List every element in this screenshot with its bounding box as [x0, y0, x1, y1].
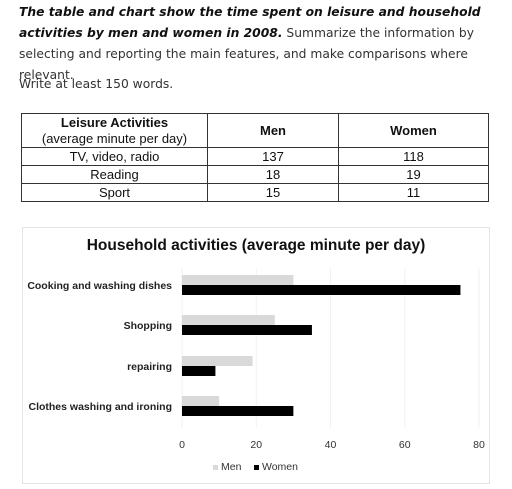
header-men: Men — [207, 113, 339, 148]
household-chart-svg: Household activities (average minute per… — [27, 237, 485, 473]
legend-swatch-men — [213, 465, 218, 470]
table-header-row: Leisure Activities (average minute per da… — [21, 113, 489, 148]
header-women: Women — [338, 113, 489, 148]
x-tick-label: 20 — [250, 439, 262, 451]
word-count-instruction: Write at least 150 words. — [19, 77, 174, 91]
category-label: Clothes washing and ironing — [28, 401, 172, 413]
cell-men: 15 — [207, 183, 339, 202]
task-prompt: The table and chart show the time spent … — [19, 2, 499, 86]
cell-men: 18 — [207, 165, 339, 184]
task-prompt-rest: Summarize the information by selecting a… — [19, 26, 474, 82]
table-row: TV, video, radio 137 118 — [21, 147, 489, 166]
cell-activity: TV, video, radio — [21, 147, 208, 166]
bar-women — [182, 406, 294, 416]
table-row: Sport 15 11 — [21, 183, 489, 202]
cell-men: 137 — [207, 147, 339, 166]
bar-women — [182, 285, 461, 295]
header-activity-subtitle: (average minute per day) — [41, 130, 188, 146]
legend-label-women: Women — [262, 461, 298, 473]
household-chart: Household activities (average minute per… — [22, 227, 490, 484]
bar-men — [182, 356, 253, 366]
bar-men — [182, 275, 294, 285]
bar-women — [182, 366, 216, 376]
chart-title: Household activities (average minute per… — [87, 237, 426, 254]
bar-women — [182, 325, 312, 335]
legend-swatch-women — [254, 465, 259, 470]
cell-activity: Sport — [21, 183, 208, 202]
cell-activity: Reading — [21, 165, 208, 184]
category-label: repairing — [127, 361, 172, 373]
x-tick-label: 0 — [179, 439, 185, 451]
bar-men — [182, 315, 275, 325]
header-activity: Leisure Activities (average minute per da… — [21, 113, 208, 148]
x-tick-label: 60 — [399, 439, 411, 451]
header-activity-title: Leisure Activities — [60, 114, 169, 130]
cell-women: 118 — [338, 147, 489, 166]
category-label: Shopping — [124, 320, 172, 332]
bar-men — [182, 396, 220, 406]
x-tick-label: 80 — [473, 439, 485, 451]
table-row: Reading 18 19 — [21, 165, 489, 184]
leisure-table: Leisure Activities (average minute per da… — [21, 113, 489, 202]
cell-women: 11 — [338, 183, 489, 202]
category-label: Cooking and washing dishes — [27, 280, 172, 292]
x-tick-label: 40 — [325, 439, 337, 451]
task-prompt-lead: The table and chart show the time spent … — [19, 5, 481, 40]
cell-women: 19 — [338, 165, 489, 184]
legend-label-men: Men — [221, 461, 242, 473]
